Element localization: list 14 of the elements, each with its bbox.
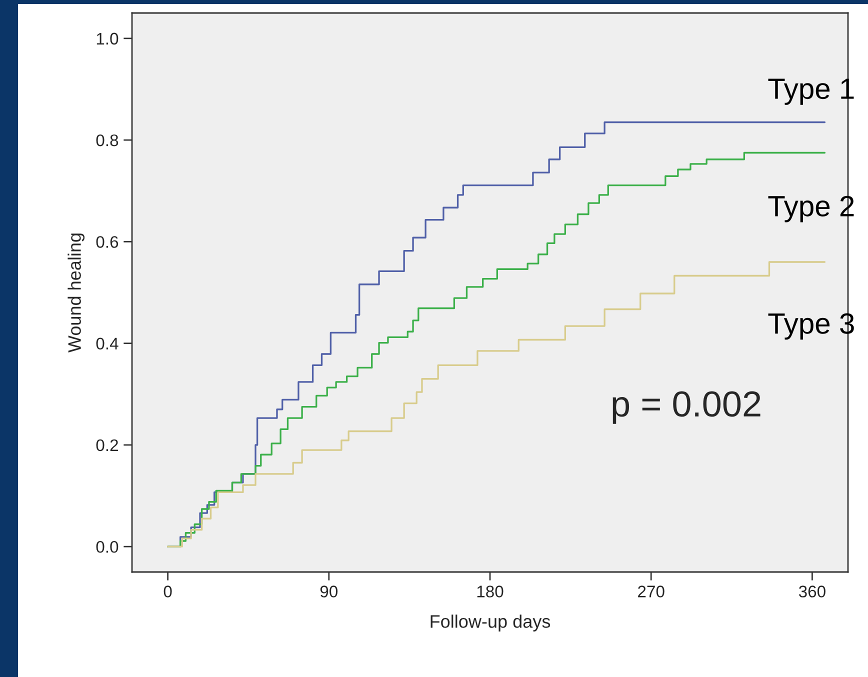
x-tick-label: 90 xyxy=(320,586,338,598)
x-tick-label: 360 xyxy=(798,586,826,598)
y-tick-label: 0.4 xyxy=(96,338,118,350)
x-tick-label: 0 xyxy=(164,586,172,598)
y-tick-label: 0.8 xyxy=(96,134,118,146)
annotation: p = 0.002 xyxy=(612,391,760,424)
x-axis-title: Follow-up days xyxy=(430,614,550,632)
y-tick-label: 0.6 xyxy=(96,236,118,248)
y-tick-label: 1.0 xyxy=(96,32,118,45)
y-tick-label: 0.2 xyxy=(96,439,118,452)
x-tick-label: 180 xyxy=(477,586,504,598)
y-tick-label: 0.0 xyxy=(96,540,118,553)
y-axis-title: Wound healing xyxy=(68,234,85,352)
x-tick-label: 270 xyxy=(638,586,664,598)
